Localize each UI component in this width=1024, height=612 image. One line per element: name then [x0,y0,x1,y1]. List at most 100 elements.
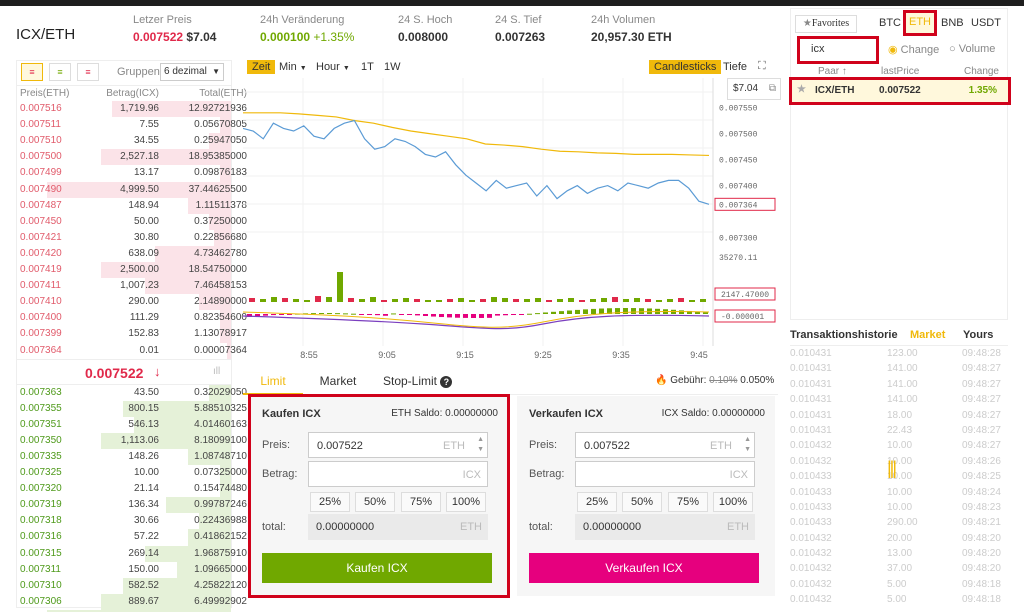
tiefe-button[interactable]: Tiefe [723,61,748,73]
market-row[interactable]: ★ ICX/ETH 0.007522 1.35% [789,77,1011,105]
price-chart[interactable]: 0.007550 0.007500 0.007450 0.007400 0.007364… [243,78,778,366]
order-row[interactable]: 0.007306 889.67 6.49992902 [17,593,247,610]
caret-down-icon: ▼ [342,65,350,72]
volume-bar [447,299,453,302]
tab-market[interactable]: Market [319,374,357,388]
tab-limit[interactable]: Limit [243,369,303,395]
depth-bar [47,609,231,612]
order-row[interactable]: 0.007350 1,113.06 8.18099100 [17,432,247,449]
tab-bnb[interactable]: BNB [941,17,964,29]
tab-stop-limit[interactable]: Stop-Limit ? [383,369,473,395]
sell-amount-input[interactable]: ICX [575,461,755,487]
sell-25-button[interactable]: 25% [577,492,617,512]
history-row: 0.010432 20.00 09:48:20 [790,531,1008,546]
history-cell: 09:48:20 [962,563,1001,575]
star-icon[interactable]: ★ [797,84,806,95]
order-row[interactable]: 0.007499 13.17 0.09876183 [17,165,247,182]
market-search-input[interactable]: icx [797,36,879,64]
order-amount: 10.00 [133,467,159,479]
order-row[interactable]: 0.007421 30.80 0.22856680 [17,229,247,246]
macd-bar [471,314,476,318]
tab-hour[interactable]: Hour ▼ [316,61,350,73]
order-price: 0.007400 [20,312,62,324]
order-row[interactable]: 0.007516 1,719.96 12.92721936 [17,101,247,118]
sell-50-button[interactable]: 50% [622,492,662,512]
sell-total: 0.00000000 ETH [575,514,755,540]
order-row[interactable]: 0.007410 290.00 2.14890000 [17,294,247,311]
tab-1t[interactable]: 1T [361,61,374,73]
external-link-icon: ⧉ [768,83,776,94]
order-row[interactable]: 0.007500 2,527.18 18.95385000 [17,149,247,166]
buy-100-button[interactable]: 100% [446,492,486,512]
order-row[interactable]: 0.007411 1,007.23 7.46458153 [17,278,247,295]
tab-eth[interactable]: ETH [903,10,937,36]
tab-min[interactable]: Min ▼ [279,61,307,73]
group-select[interactable]: 6 dezimal ▼ [160,63,224,81]
order-total: 4.25822120 [194,579,247,591]
fullscreen-icon[interactable]: ⛶ [758,60,766,72]
macd-bar [279,314,284,315]
order-row[interactable]: 0.007355 800.15 5.88510325 [17,400,247,417]
order-row[interactable]: 0.007316 57.22 0.41862152 [17,529,247,546]
order-row[interactable]: 0.007399 152.83 1.13078917 [17,326,247,343]
macd-bar [615,308,620,314]
volume-bar [513,299,519,302]
tab-usdt[interactable]: USDT [971,17,1001,29]
order-row[interactable]: 0.007450 50.00 0.37250000 [17,213,247,230]
stepper-icon[interactable]: ▲ ▼ [477,436,484,453]
tab-history-yours[interactable]: Yours [963,329,994,341]
buy-button[interactable]: Kaufen ICX [262,553,492,583]
buy-50-button[interactable]: 50% [355,492,395,512]
buy-amount-input[interactable]: ICX [308,461,488,487]
order-row[interactable]: 0.007335 148.26 1.08748710 [17,448,247,466]
history-cell: 10.00 [887,440,913,452]
order-row[interactable]: 0.007315 269.14 1.96875910 [17,545,247,562]
order-amount: 21.14 [133,483,159,495]
candlesticks-button[interactable]: Candlesticks [649,60,722,74]
tab-history-market[interactable]: Market [910,329,946,341]
order-row[interactable]: 0.007319 136.34 0.99787246 [17,497,247,514]
buy-price-input[interactable]: 0.007522 ETH ▲ ▼ [308,432,488,458]
stepper-icon[interactable]: ▲ ▼ [744,436,751,453]
view-bids-button[interactable]: ≡ [49,63,71,81]
radio-volume[interactable]: ○ Volume [949,43,996,55]
order-row[interactable]: 0.007419 2,500.00 18.54750000 [17,262,247,279]
order-row[interactable]: 0.007318 30.66 0.22436988 [17,513,247,530]
order-row[interactable]: 0.007320 21.14 0.15474480 [17,481,247,498]
order-row[interactable]: 0.007511 7.55 0.05670805 [17,117,247,134]
sort-pair[interactable]: Paar ↑ [818,66,847,77]
radio-change[interactable]: ◉ Change [888,44,940,56]
order-amount: 582.52 [128,579,159,591]
view-both-button[interactable]: ≡ [21,63,43,81]
order-row[interactable]: 0.007310 582.52 4.25822120 [17,577,247,594]
ma-line [243,112,710,157]
sell-price-input[interactable]: 0.007522 ETH ▲ ▼ [575,432,755,458]
buy-25-button[interactable]: 25% [310,492,350,512]
tab-zeit[interactable]: Zeit [247,60,276,74]
volume-bar [546,300,552,302]
order-row[interactable]: 0.007490 4,999.50 37.44625500 [17,181,247,198]
view-asks-button[interactable]: ≡ [77,63,99,81]
pair-title: ICX/ETH [16,26,76,43]
order-row[interactable]: 0.007400 111.29 0.82354600 [17,310,247,327]
macd-bar [503,314,508,316]
order-row[interactable]: 0.007363 43.50 0.32029050 [17,384,247,401]
order-row[interactable]: 0.007351 546.13 4.01460163 [17,416,247,433]
order-price: 0.007399 [20,328,62,340]
favorites-tab[interactable]: ★Favorites [795,15,857,33]
sell-75-button[interactable]: 75% [668,492,708,512]
order-row[interactable]: 0.007510 34.55 0.25947050 [17,133,247,150]
order-row[interactable]: 0.007364 0.01 0.00007364 [17,342,247,359]
buy-75-button[interactable]: 75% [401,492,441,512]
order-row[interactable]: 0.007420 638.09 4.73462780 [17,245,247,263]
order-row[interactable]: 0.007311 150.00 1.09665000 [17,561,247,578]
tab-btc[interactable]: BTC [879,17,901,29]
tab-1w[interactable]: 1W [384,61,401,73]
order-amount: 290.00 [128,296,159,308]
order-row[interactable]: 0.007487 148.94 1.11511378 [17,197,247,214]
sell-button[interactable]: Verkaufen ICX [529,553,759,583]
order-row[interactable]: 0.007325 10.00 0.07325000 [17,465,247,482]
volume-bar [557,299,563,302]
history-row: 0.010432 10.00 09:48:27 [790,438,1008,453]
sell-100-button[interactable]: 100% [713,492,753,512]
